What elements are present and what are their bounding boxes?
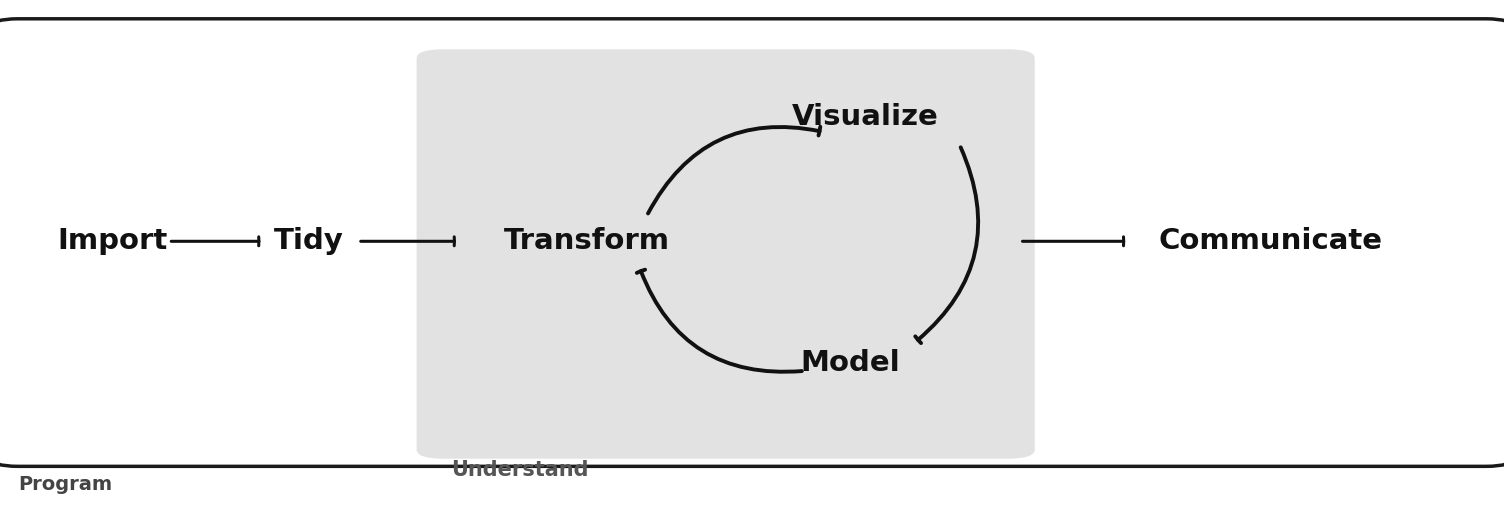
Text: Visualize: Visualize — [791, 103, 938, 131]
Text: Tidy: Tidy — [274, 227, 343, 256]
Text: Import: Import — [57, 227, 168, 256]
FancyBboxPatch shape — [417, 49, 1035, 459]
Text: Communicate: Communicate — [1160, 227, 1382, 256]
Text: Transform: Transform — [504, 227, 669, 256]
Text: Model: Model — [800, 349, 899, 377]
Text: Understand: Understand — [451, 460, 588, 480]
Text: Program: Program — [18, 475, 113, 494]
FancyBboxPatch shape — [0, 19, 1504, 466]
